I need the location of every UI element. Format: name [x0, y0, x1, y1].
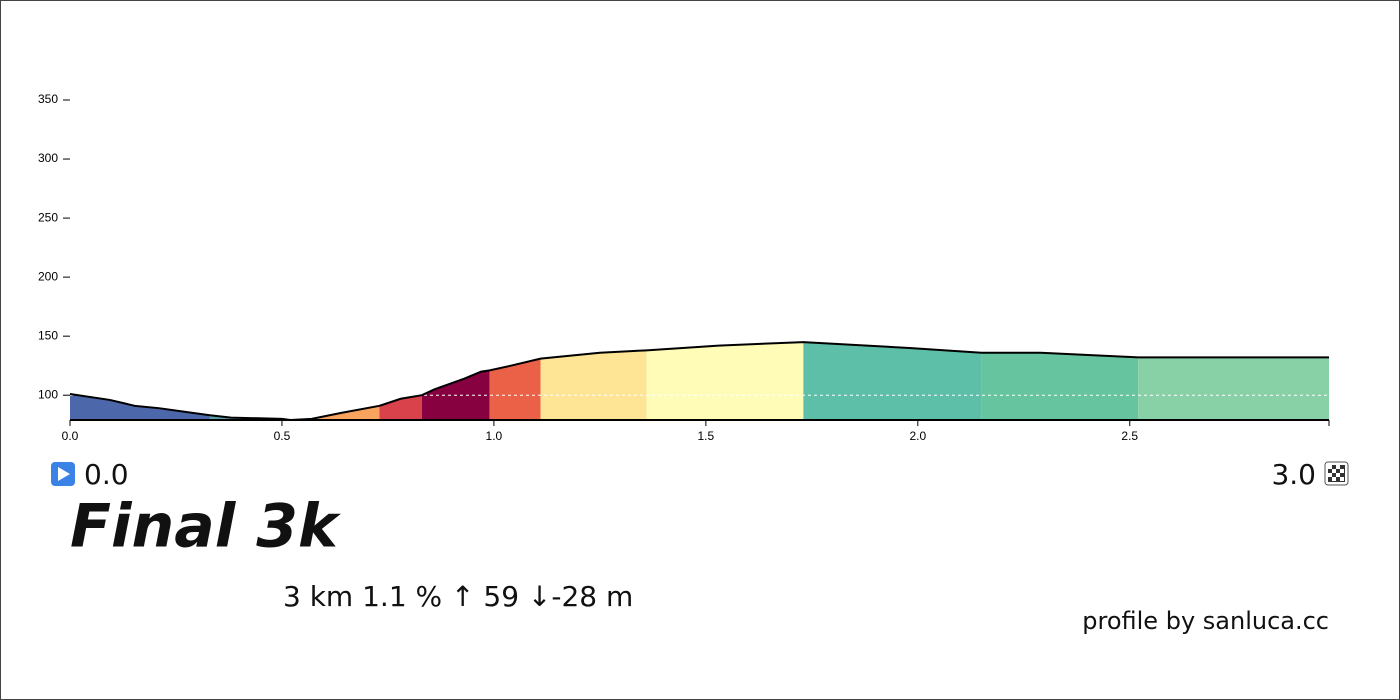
- x-tick-label: 1.5: [698, 429, 715, 443]
- start-icon-arrow: [58, 467, 70, 481]
- x-tick-label: 0.0: [62, 429, 79, 443]
- grade-segment: [803, 342, 982, 420]
- y-tick-label: 250: [38, 210, 58, 224]
- y-tick-label: 200: [38, 269, 58, 283]
- y-tick-label: 300: [38, 151, 58, 165]
- elevation-line: [69, 341, 1329, 422]
- x-tick-label: 0.5: [274, 429, 291, 443]
- x-tick-label: 2.5: [1121, 429, 1138, 443]
- x-tick-label: 1.0: [486, 429, 503, 443]
- stats: 3 km 1.1 % ↑ 59 ↓-28 m: [283, 580, 633, 613]
- x-tick-label: 2.0: [909, 429, 926, 443]
- y-tick-label: 150: [38, 328, 58, 342]
- y-tick-label: 100: [38, 387, 58, 401]
- start-label: 0.0: [84, 458, 129, 491]
- finish-icon: [1324, 461, 1349, 486]
- title: Final 3k: [70, 492, 341, 562]
- credit: profile by sanluca.cc: [1082, 607, 1329, 635]
- y-tick-label: 350: [38, 92, 58, 106]
- grade-segment: [646, 342, 804, 420]
- end-label: 3.0: [1271, 458, 1316, 491]
